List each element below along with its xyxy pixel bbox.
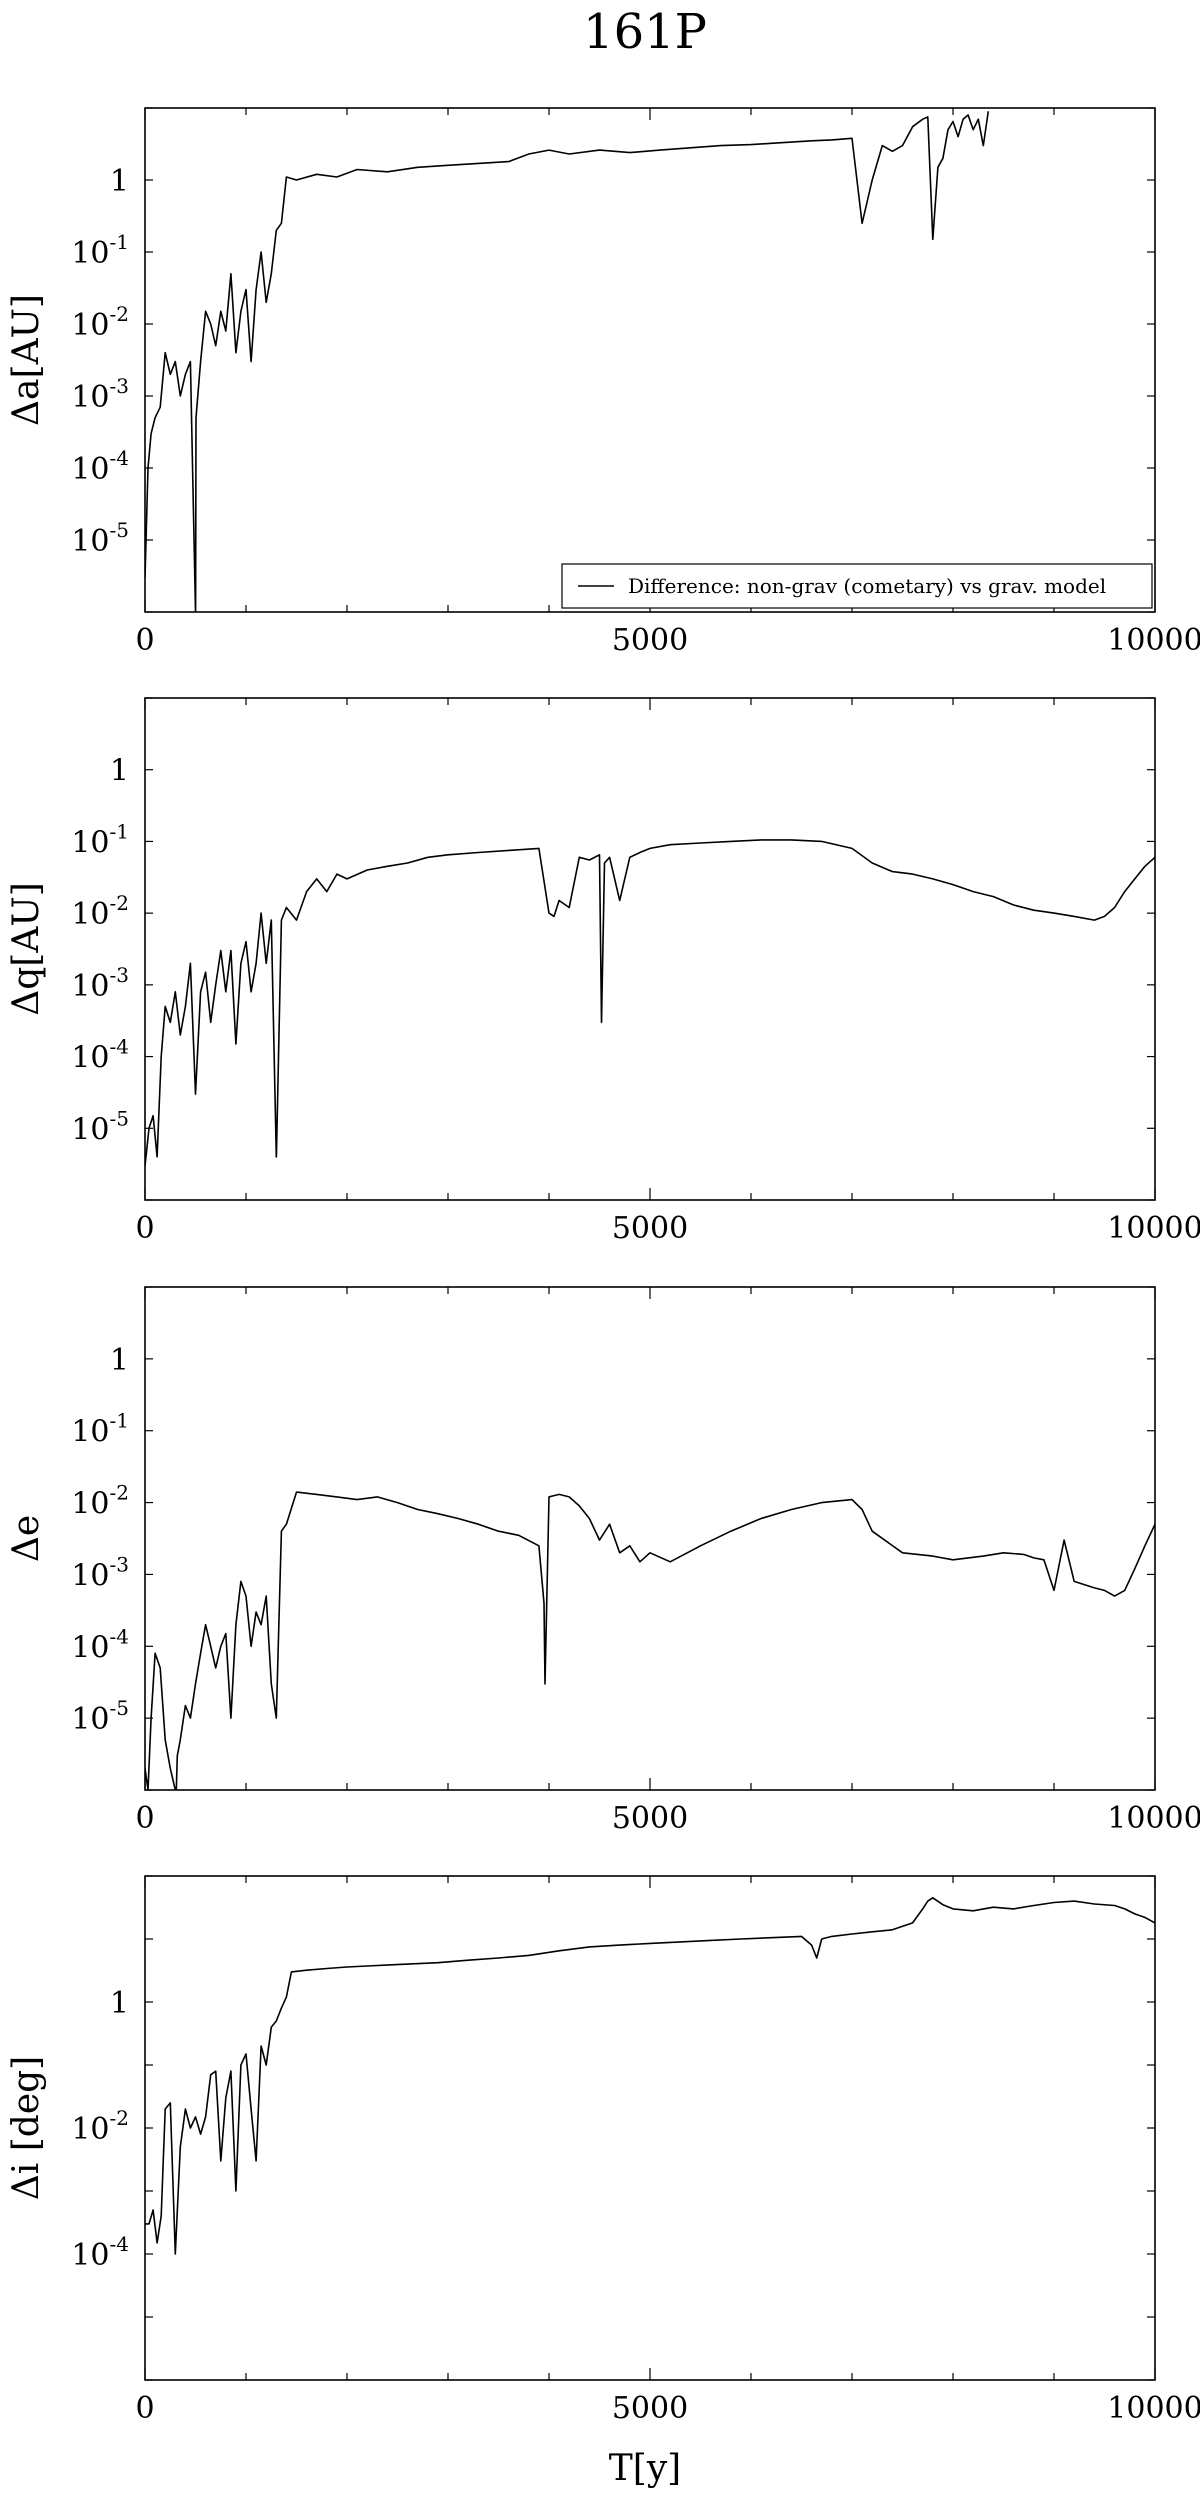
y-tick-base: 10 bbox=[71, 1702, 109, 1737]
y-tick-label: 10-5 bbox=[71, 1106, 129, 1147]
legend: Difference: non-grav (cometary) vs grav.… bbox=[561, 563, 1153, 609]
y-tick-label: 1 bbox=[110, 754, 129, 789]
y-tick-base: 1 bbox=[110, 1343, 129, 1378]
y-tick-label: 10-3 bbox=[71, 963, 129, 1004]
y-tick-label: 10-4 bbox=[71, 1624, 129, 1665]
y-tick-base: 1 bbox=[110, 754, 129, 789]
y-tick-label: 10-3 bbox=[71, 374, 129, 415]
y-tick-label: 1 bbox=[110, 1343, 129, 1378]
y-tick-exponent: -2 bbox=[110, 302, 129, 326]
y-tick-base: 10 bbox=[71, 380, 109, 415]
x-tick-label: 5000 bbox=[612, 1801, 688, 1836]
y-tick-exponent: -1 bbox=[110, 1409, 129, 1433]
y-tick-exponent: -5 bbox=[110, 1696, 129, 1720]
y-tick-exponent: -1 bbox=[110, 230, 129, 254]
y-tick-exponent: -1 bbox=[110, 819, 129, 843]
y-tick-label: 10-4 bbox=[71, 446, 129, 487]
y-tick-exponent: -5 bbox=[110, 518, 129, 542]
y-tick-label: 10-4 bbox=[71, 1035, 129, 1076]
y-tick-base: 10 bbox=[71, 524, 109, 559]
y-tick-base: 10 bbox=[71, 1558, 109, 1593]
y-tick-exponent: -2 bbox=[110, 891, 129, 915]
figure-title: 161P bbox=[583, 4, 707, 60]
y-tick-base: 10 bbox=[71, 2112, 109, 2147]
y-tick-exponent: -4 bbox=[110, 1624, 129, 1648]
y-tick-label: 10-2 bbox=[71, 302, 129, 343]
x-tick-label: 10000 bbox=[1107, 1211, 1200, 1246]
y-tick-label: 10-1 bbox=[71, 1409, 129, 1450]
y-tick-label: 10-2 bbox=[71, 891, 129, 932]
y-tick-exponent: -5 bbox=[110, 1106, 129, 1130]
plot-frame bbox=[144, 1286, 1156, 1791]
y-axis-label: Δi [deg] bbox=[6, 2056, 47, 2200]
y-tick-exponent: -3 bbox=[110, 963, 129, 987]
y-tick-base: 10 bbox=[71, 1112, 109, 1147]
y-tick-base: 10 bbox=[71, 452, 109, 487]
y-tick-exponent: -4 bbox=[110, 446, 129, 470]
y-tick-label: 10-3 bbox=[71, 1552, 129, 1593]
y-tick-base: 10 bbox=[71, 897, 109, 932]
y-tick-label: 10-1 bbox=[71, 230, 129, 271]
panel-1: 0 5000 1000010-510-410-310-210-11Δa[AU]Dif… bbox=[6, 107, 1200, 658]
y-tick-base: 10 bbox=[71, 2238, 109, 2273]
y-tick-base: 10 bbox=[71, 308, 109, 343]
x-tick-label: 0 bbox=[135, 2391, 154, 2426]
y-tick-base: 10 bbox=[71, 1487, 109, 1522]
y-tick-exponent: -2 bbox=[110, 2106, 129, 2130]
x-axis-label: T[y] bbox=[609, 2448, 681, 2489]
y-tick-exponent: -3 bbox=[110, 374, 129, 398]
y-tick-label: 10-2 bbox=[71, 1481, 129, 1522]
x-tick-label: 0 bbox=[135, 1801, 154, 1836]
x-tick-label: 5000 bbox=[612, 2391, 688, 2426]
plot-frame bbox=[144, 1875, 1156, 2381]
x-tick-label: 0 bbox=[135, 1211, 154, 1246]
x-tick-label: 5000 bbox=[612, 1211, 688, 1246]
y-tick-label: 10-4 bbox=[71, 2232, 129, 2273]
series-line-1 bbox=[145, 1491, 1155, 1790]
series-line-1 bbox=[145, 839, 1155, 1166]
y-tick-base: 10 bbox=[71, 969, 109, 1004]
x-tick-label: 5000 bbox=[612, 623, 688, 658]
y-tick-base: 10 bbox=[71, 1415, 109, 1450]
plot-frame bbox=[144, 697, 1156, 1201]
series-line-1 bbox=[145, 1897, 1155, 2255]
y-tick-base: 10 bbox=[71, 236, 109, 271]
y-axis-label: Δe bbox=[6, 1515, 47, 1562]
y-tick-label: 10-1 bbox=[71, 819, 129, 860]
legend-box bbox=[561, 563, 1153, 609]
x-tick-label: 10000 bbox=[1107, 623, 1200, 658]
y-tick-base: 10 bbox=[71, 1630, 109, 1665]
y-tick-exponent: -4 bbox=[110, 1035, 129, 1059]
y-tick-base: 10 bbox=[71, 825, 109, 860]
series-line-1 bbox=[145, 111, 990, 612]
y-tick-label: 10-5 bbox=[71, 1696, 129, 1737]
y-tick-base: 1 bbox=[110, 1986, 129, 2021]
x-tick-label: 10000 bbox=[1107, 2391, 1200, 2426]
y-tick-base: 1 bbox=[110, 164, 129, 199]
plot-frame bbox=[144, 107, 1156, 613]
y-axis-label: Δq[AU] bbox=[6, 882, 47, 1015]
legend-label: Difference: non-grav (cometary) vs grav.… bbox=[628, 574, 1106, 598]
y-tick-base: 10 bbox=[71, 1041, 109, 1076]
y-tick-label: 10-2 bbox=[71, 2106, 129, 2147]
y-axis-label: Δa[AU] bbox=[6, 294, 47, 426]
x-tick-label: 0 bbox=[135, 623, 154, 658]
y-tick-exponent: -4 bbox=[110, 2232, 129, 2256]
y-tick-label: 1 bbox=[110, 164, 129, 199]
x-tick-label: 10000 bbox=[1107, 1801, 1200, 1836]
y-tick-label: 10-5 bbox=[71, 518, 129, 559]
y-tick-exponent: -2 bbox=[110, 1481, 129, 1505]
panels-group: 0 5000 1000010-510-410-310-210-11Δa[AU]Dif… bbox=[6, 107, 1200, 2426]
y-tick-label: 1 bbox=[110, 1986, 129, 2021]
y-tick-exponent: -3 bbox=[110, 1552, 129, 1576]
